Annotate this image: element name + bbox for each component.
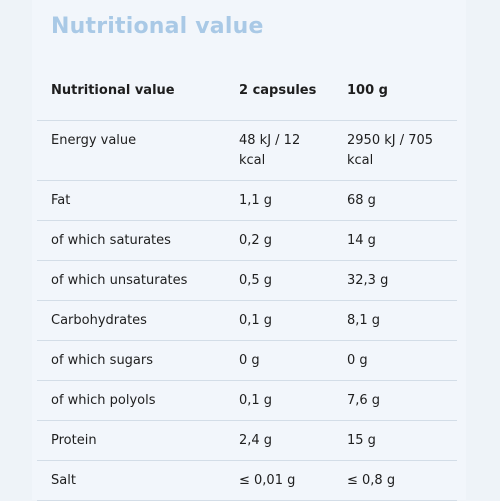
table-row: of which polyols 0,1 g 7,6 g: [37, 381, 457, 421]
table-row: Fat 1,1 g 68 g: [37, 181, 457, 221]
nutrient-name: Fat: [51, 193, 71, 208]
nutrient-name: Protein: [51, 433, 97, 448]
header-per-100g: 100 g: [347, 83, 388, 98]
nutrient-name: of which sugars: [51, 353, 154, 368]
nutrient-name: of which saturates: [51, 233, 171, 248]
value-per-100g: 32,3 g: [347, 273, 389, 288]
value-per-2-capsules: 0,1 g: [239, 393, 273, 408]
table-row: Energy value 48 kJ / 12 kcal 2950 kJ / 7…: [37, 121, 457, 181]
value-per-100g: 7,6 g: [347, 393, 381, 408]
table-header-row: Nutritional value 2 capsules 100 g: [37, 70, 457, 121]
value-per-2-capsules: 1,1 g: [239, 193, 273, 208]
nutrient-name: Carbohydrates: [51, 313, 147, 328]
value-per-2-capsules: 0,5 g: [239, 273, 273, 288]
table-row: of which unsaturates 0,5 g 32,3 g: [37, 261, 457, 301]
value-per-100g: ≤ 0,8 g: [347, 473, 396, 488]
nutrient-name: of which polyols: [51, 393, 156, 408]
value-per-100g: 15 g: [347, 433, 376, 448]
value-per-2-capsules: 0 g: [239, 353, 260, 368]
nutrient-name: Energy value: [51, 133, 137, 148]
table-row: Carbohydrates 0,1 g 8,1 g: [37, 301, 457, 341]
table-row: Protein 2,4 g 15 g: [37, 421, 457, 461]
value-per-100g: 8,1 g: [347, 313, 381, 328]
nutrient-name: of which unsaturates: [51, 273, 188, 288]
value-per-2-capsules: 48 kJ / 12 kcal: [239, 133, 301, 168]
value-per-100g: 0 g: [347, 353, 368, 368]
nutrition-table: Nutritional value 2 capsules 100 g Energ…: [37, 70, 457, 501]
nutrition-panel: [32, 0, 466, 500]
page-title: Nutritional value: [51, 14, 264, 39]
value-per-2-capsules: 0,1 g: [239, 313, 273, 328]
value-per-2-capsules: 0,2 g: [239, 233, 273, 248]
nutrient-name: Salt: [51, 473, 76, 488]
table-row: of which sugars 0 g 0 g: [37, 341, 457, 381]
value-per-100g: 14 g: [347, 233, 376, 248]
value-per-100g: 68 g: [347, 193, 376, 208]
table-row: Salt ≤ 0,01 g ≤ 0,8 g: [37, 461, 457, 501]
value-per-100g: 2950 kJ / 705 kcal: [347, 133, 434, 168]
header-per-2-capsules: 2 capsules: [239, 83, 317, 98]
header-nutrient: Nutritional value: [51, 83, 175, 98]
value-per-2-capsules: ≤ 0,01 g: [239, 473, 296, 488]
value-per-2-capsules: 2,4 g: [239, 433, 273, 448]
table-row: of which saturates 0,2 g 14 g: [37, 221, 457, 261]
